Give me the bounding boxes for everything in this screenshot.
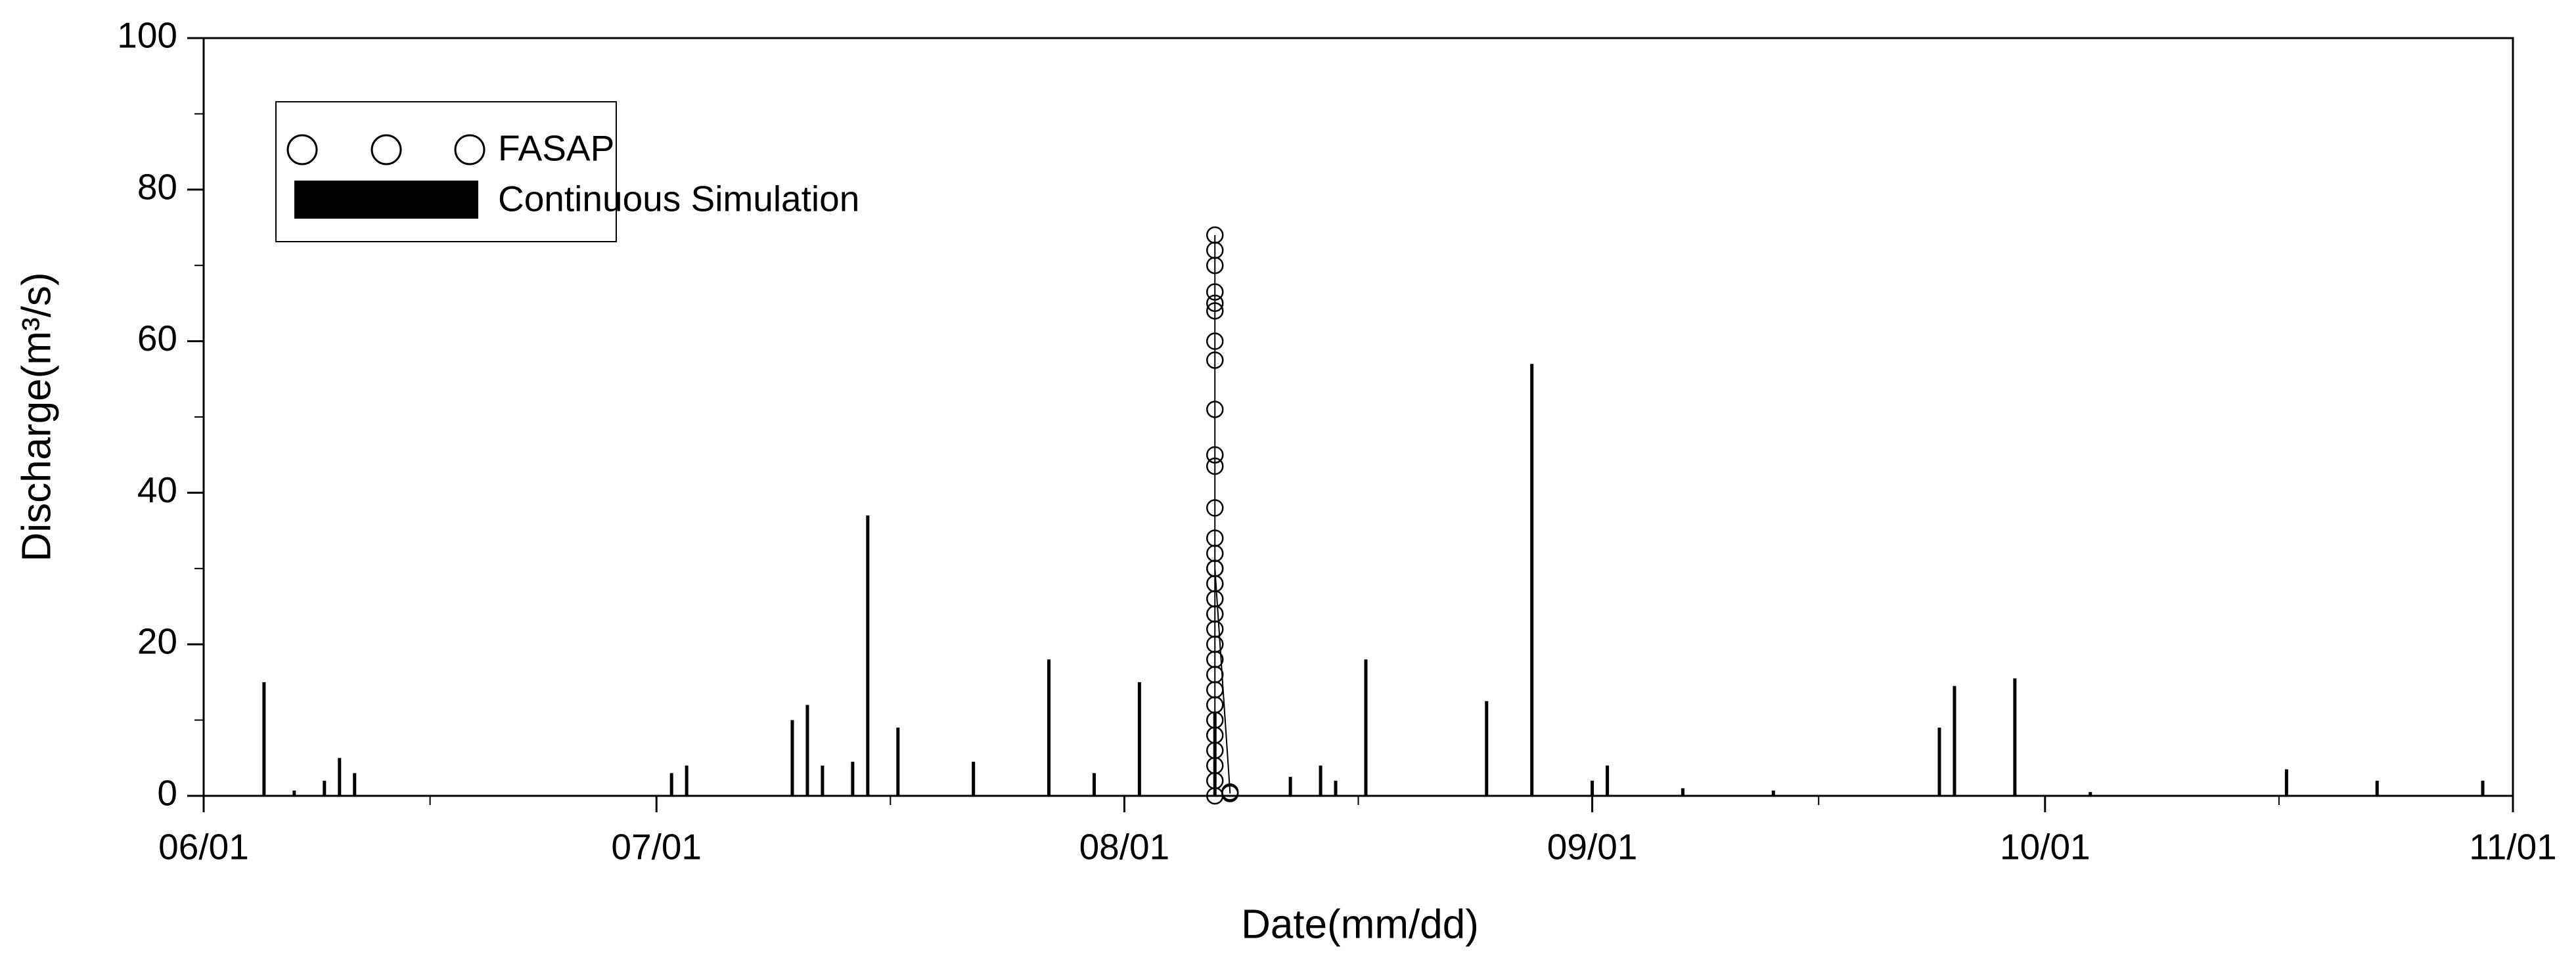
- marker: [1206, 499, 1224, 517]
- bar: [2284, 769, 2288, 796]
- bar: [866, 515, 870, 796]
- legend-marker: [286, 134, 318, 165]
- x-tick-label: 08/01: [1079, 827, 1170, 867]
- y-tick-label: 20: [137, 621, 177, 662]
- bar: [1213, 712, 1217, 796]
- bar: [1485, 701, 1489, 796]
- x-tick-label: 10/01: [2000, 827, 2090, 867]
- bar: [2089, 792, 2092, 796]
- marker: [1206, 283, 1224, 301]
- bar: [2375, 780, 2379, 796]
- x-tick-label: 07/01: [611, 827, 702, 867]
- bar: [972, 762, 976, 796]
- marker: [1206, 446, 1224, 464]
- y-tick-label: 80: [137, 166, 177, 207]
- marker: [1206, 294, 1224, 313]
- legend: FASAP Continuous Simulation: [275, 101, 859, 242]
- y-tick-label: 0: [157, 773, 177, 814]
- x-axis-label: Date(mm/dd): [1241, 902, 1479, 947]
- x-tick-label: 11/01: [2469, 827, 2557, 867]
- bar: [2481, 780, 2485, 796]
- y-tick-label: 40: [137, 469, 177, 510]
- marker: [1206, 457, 1224, 475]
- bar: [323, 780, 327, 796]
- marker: [1206, 529, 1224, 547]
- x-tick-label: 09/01: [1547, 827, 1638, 867]
- marker: [1206, 226, 1224, 244]
- bar: [1319, 765, 1322, 796]
- bar: [1530, 364, 1534, 796]
- marker: [1206, 302, 1224, 320]
- legend-label: Continuous Simulation: [498, 179, 859, 219]
- bar: [1591, 780, 1594, 796]
- bar: [790, 720, 794, 796]
- marker: [1206, 401, 1224, 418]
- marker: [1206, 351, 1224, 369]
- bar: [1606, 765, 1610, 796]
- bar: [1288, 777, 1292, 796]
- legend-marker: [371, 134, 402, 165]
- bar: [1047, 659, 1051, 796]
- bar: [292, 790, 296, 796]
- y-tick-label: 60: [137, 318, 177, 359]
- bar: [821, 765, 825, 796]
- x-tick-label: 06/01: [158, 827, 249, 867]
- bar: [1771, 790, 1775, 796]
- bar: [851, 762, 855, 796]
- y-tick-label: 100: [117, 15, 177, 56]
- bar: [1681, 788, 1684, 796]
- y-axis-label: Discharge(m³/s): [14, 273, 59, 562]
- bar: [1937, 728, 1941, 796]
- bar: [262, 682, 266, 796]
- legend-marker: [454, 134, 486, 165]
- bar: [805, 705, 809, 796]
- bar: [1092, 773, 1096, 796]
- bar: [1953, 686, 1956, 796]
- bar: [1364, 659, 1368, 796]
- bar: [896, 728, 900, 796]
- marker: [1221, 785, 1239, 802]
- marker: [1206, 332, 1224, 350]
- bar: [669, 773, 673, 796]
- bar: [685, 765, 689, 796]
- legend-box: [275, 101, 617, 242]
- bar: [1334, 780, 1338, 796]
- legend-label: FASAP: [498, 128, 614, 169]
- legend-swatch: [294, 181, 478, 219]
- bar: [2013, 678, 2017, 796]
- bar: [353, 773, 357, 796]
- marker: [1206, 559, 1224, 578]
- bar: [338, 758, 342, 796]
- bar: [1137, 682, 1141, 796]
